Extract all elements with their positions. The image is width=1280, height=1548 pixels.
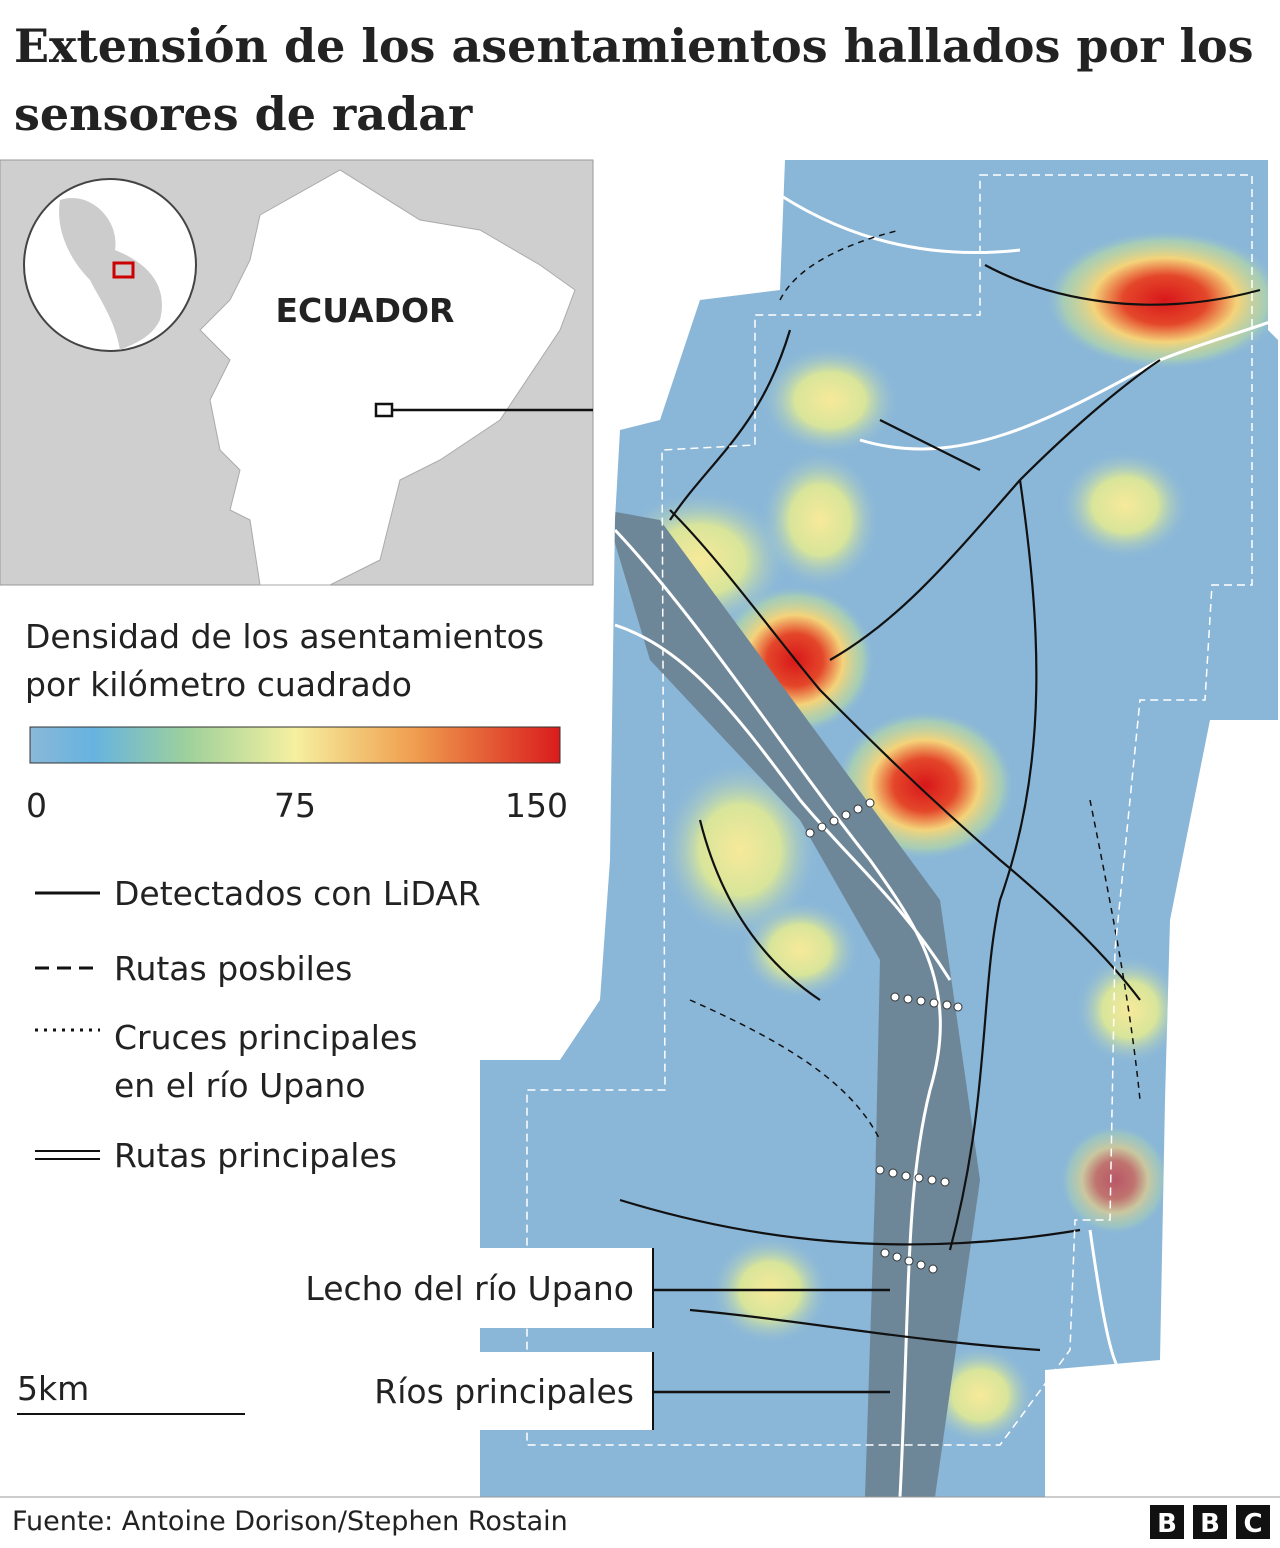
legend: Densidad de los asentamientos por kilóme… — [25, 617, 568, 1175]
legend-label: en el río Upano — [114, 1066, 366, 1105]
title: Extensión de los asentamientos hallados … — [14, 19, 1254, 73]
logo: B B C — [1150, 1505, 1270, 1539]
logo-letter: B — [1157, 1509, 1177, 1539]
inset-map: ECUADOR — [0, 159, 594, 586]
scale-bar-label: 5km — [17, 1369, 89, 1408]
country-label: ECUADOR — [276, 291, 455, 330]
logo-letter: C — [1243, 1509, 1262, 1539]
legend-label: Rutas principales — [114, 1136, 397, 1175]
main-map — [480, 160, 1278, 1497]
title-line2: sensores de radar — [14, 87, 473, 141]
annotation: Ríos principales — [374, 1372, 634, 1411]
color-scale — [29, 726, 561, 764]
annotation: Lecho del río Upano — [305, 1269, 634, 1308]
legend-label: Cruces principales — [114, 1018, 417, 1057]
scale-tick-label: 150 — [505, 786, 568, 825]
scale-tick-label: 75 — [274, 786, 316, 825]
scale-tick-label: 0 — [26, 786, 47, 825]
logo-letter: B — [1200, 1509, 1220, 1539]
annotations: Lecho del río Upano Ríos principales — [228, 1248, 890, 1430]
legend-label: Rutas posbiles — [114, 949, 352, 988]
source: Fuente: Antoine Dorison/Stephen Rostain — [12, 1506, 568, 1537]
legend-label: Detectados con LiDAR — [114, 874, 481, 913]
legend-title: por kilómetro cuadrado — [25, 665, 412, 704]
legend-title: Densidad de los asentamientos — [25, 617, 544, 656]
